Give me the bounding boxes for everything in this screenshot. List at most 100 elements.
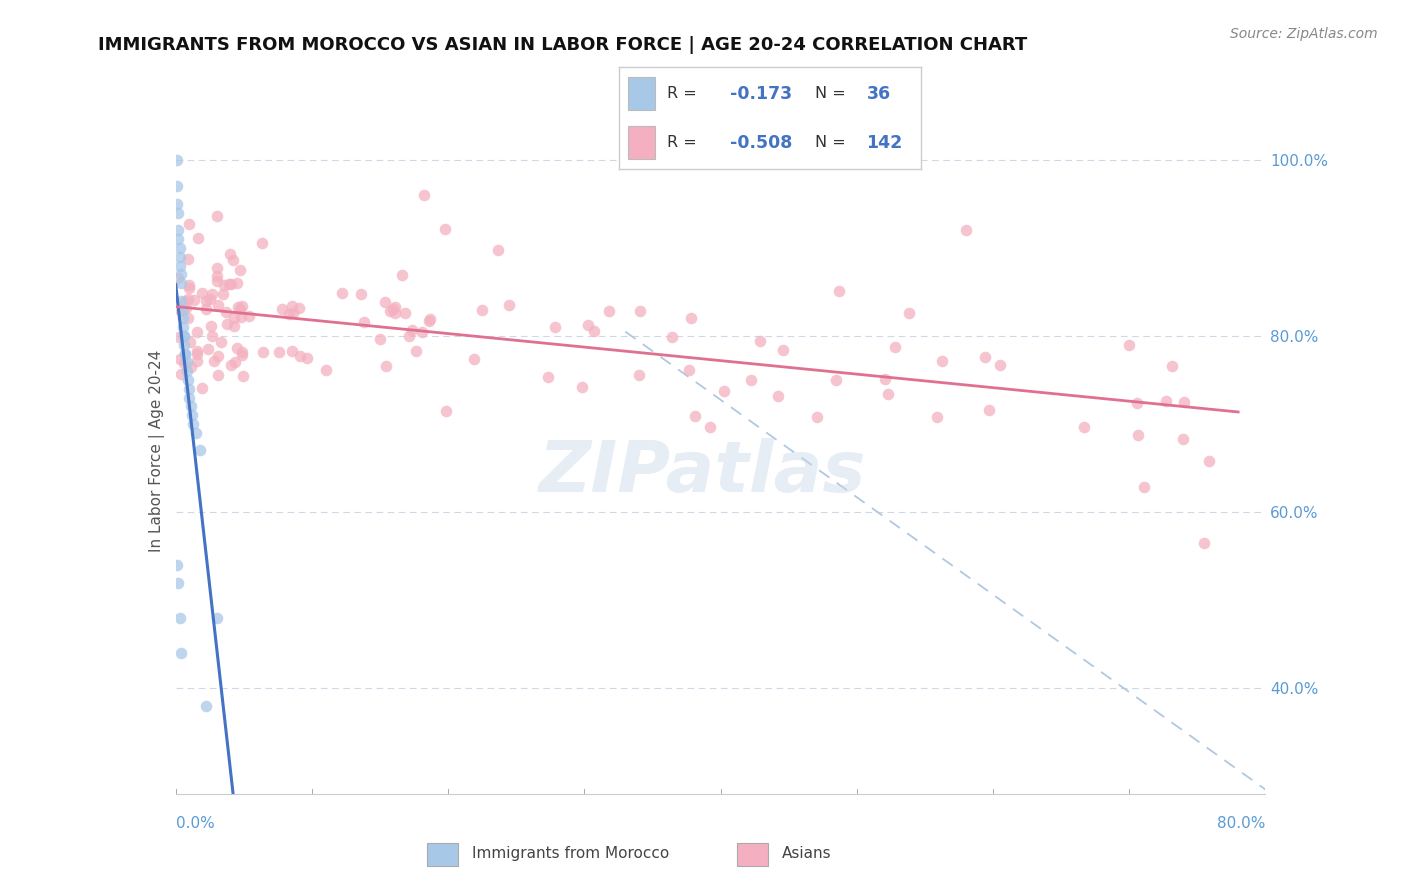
FancyBboxPatch shape	[627, 78, 655, 110]
Point	[401, 323, 423, 337]
Point	[167, 575, 190, 590]
Point	[974, 350, 997, 364]
Point	[1160, 359, 1182, 374]
Point	[1154, 394, 1177, 409]
Point	[207, 261, 229, 276]
Point	[187, 231, 209, 245]
Point	[218, 277, 240, 291]
Point	[177, 373, 200, 387]
Point	[394, 306, 416, 320]
Point	[166, 558, 188, 572]
Text: 80.0%: 80.0%	[1218, 816, 1265, 830]
Point	[226, 300, 249, 314]
Point	[176, 301, 198, 315]
Point	[169, 241, 191, 255]
Point	[186, 325, 208, 339]
Point	[167, 232, 190, 246]
Point	[173, 356, 195, 370]
Point	[201, 287, 224, 301]
Point	[498, 298, 520, 312]
Point	[205, 209, 228, 223]
Point	[368, 332, 391, 346]
Point	[875, 372, 897, 386]
Point	[1073, 419, 1095, 434]
Point	[413, 188, 436, 202]
Point	[224, 355, 246, 369]
Text: 36: 36	[866, 85, 890, 103]
Point	[167, 205, 190, 219]
Point	[330, 286, 353, 301]
Point	[170, 293, 193, 308]
Point	[207, 349, 229, 363]
Point	[683, 409, 706, 424]
Point	[186, 425, 208, 440]
Point	[217, 318, 239, 332]
Point	[627, 368, 650, 382]
Point	[252, 345, 274, 359]
Point	[205, 268, 228, 283]
Point	[471, 303, 494, 318]
Point	[183, 293, 205, 307]
Point	[488, 243, 510, 257]
Point	[384, 306, 406, 320]
Text: -0.508: -0.508	[731, 134, 793, 152]
Point	[215, 305, 238, 319]
Point	[582, 324, 605, 338]
Point	[1125, 396, 1147, 410]
Point	[200, 318, 222, 333]
Point	[169, 611, 191, 625]
Point	[179, 382, 201, 396]
Text: 142: 142	[866, 134, 903, 152]
Point	[250, 235, 273, 250]
Point	[231, 345, 253, 359]
Point	[766, 389, 789, 403]
Point	[350, 287, 373, 301]
Point	[419, 311, 441, 326]
Point	[174, 293, 197, 308]
Text: Immigrants from Morocco: Immigrants from Morocco	[472, 847, 669, 861]
Text: R =: R =	[666, 86, 697, 101]
Point	[806, 409, 828, 424]
Point	[229, 263, 252, 277]
Point	[219, 277, 242, 292]
Text: N =: N =	[815, 136, 846, 151]
Text: 0.0%: 0.0%	[176, 816, 215, 830]
Point	[214, 277, 236, 292]
Point	[207, 298, 229, 312]
Point	[172, 311, 194, 326]
Text: -0.173: -0.173	[731, 85, 793, 103]
Point	[180, 359, 202, 374]
Point	[170, 268, 193, 282]
Point	[179, 391, 201, 405]
Point	[699, 420, 721, 434]
Point	[170, 646, 193, 660]
Point	[288, 301, 311, 316]
Point	[166, 197, 188, 211]
Point	[827, 284, 849, 298]
Point	[1118, 338, 1140, 352]
Point	[411, 325, 433, 339]
Point	[238, 310, 260, 324]
Point	[281, 344, 304, 359]
Point	[977, 403, 1000, 417]
Point	[598, 304, 620, 318]
Point	[173, 329, 195, 343]
Point	[713, 384, 735, 398]
Point	[181, 409, 204, 423]
Point	[186, 347, 208, 361]
Point	[172, 320, 194, 334]
Point	[283, 306, 305, 320]
Point	[166, 179, 188, 194]
FancyBboxPatch shape	[427, 843, 458, 865]
Point	[180, 400, 202, 414]
Text: N =: N =	[815, 86, 846, 101]
Point	[1192, 536, 1215, 550]
Point	[231, 348, 253, 362]
Point	[167, 271, 190, 285]
Point	[221, 358, 243, 372]
Point	[226, 276, 249, 290]
Point	[176, 292, 198, 306]
Point	[884, 340, 907, 354]
Point	[678, 363, 700, 377]
Text: R =: R =	[666, 136, 697, 151]
